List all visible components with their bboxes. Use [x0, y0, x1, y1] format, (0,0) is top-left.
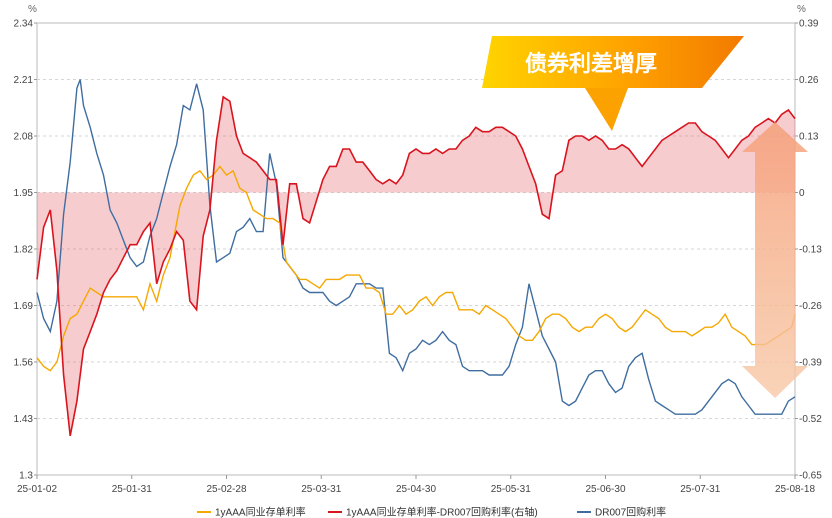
legend-label: DR007回购利率 — [595, 506, 666, 518]
right-tick-label: 0.26 — [799, 75, 819, 86]
left-tick-label: 1.56 — [14, 358, 34, 369]
series-line-1yaaa-cd — [36, 165, 796, 372]
x-tick-label: 25-03-31 — [301, 484, 341, 495]
left-tick-label: 2.34 — [14, 19, 34, 30]
left-tick-label: 1.82 — [14, 245, 34, 256]
right-tick-label: -0.13 — [799, 245, 822, 256]
left-tick-label: 1.95 — [14, 188, 34, 199]
x-tick-label: 25-05-31 — [491, 484, 531, 495]
plot-area — [36, 22, 796, 476]
right-tick-label: -0.65 — [799, 471, 822, 482]
series-line-dr007 — [36, 79, 796, 415]
x-tick-label: 25-04-30 — [396, 484, 436, 495]
double-arrow-icon — [742, 122, 808, 398]
annotation-banner: 债券利差增厚 — [482, 36, 744, 131]
right-tick-label: 0 — [799, 188, 805, 199]
left-tick-label: 1.43 — [14, 414, 34, 425]
left-tick-label: 1.69 — [14, 301, 34, 312]
right-tick-label: -0.26 — [799, 301, 822, 312]
x-tick-label: 25-01-02 — [17, 484, 57, 495]
right-tick-label: -0.52 — [799, 414, 822, 425]
banner-text: 债券利差增厚 — [525, 51, 657, 76]
x-axis: 25-01-02 25-01-31 25-02-28 25-03-31 25-04-30… — [17, 475, 815, 495]
right-tick-label: -0.39 — [799, 358, 822, 369]
series-line-spread — [36, 95, 796, 437]
x-tick-label: 25-06-30 — [585, 484, 625, 495]
left-tick-label: 1.3 — [19, 471, 33, 482]
left-tick-label: 2.21 — [14, 75, 34, 86]
legend-label: 1yAAA同业存单利率-DR007回购利率(右轴) — [346, 506, 538, 518]
banner-shape — [482, 36, 744, 88]
spread-fill-area — [37, 96, 795, 436]
legend: 1yAAA同业存单利率 1yAAA同业存单利率-DR007回购利率(右轴) DR00… — [197, 506, 666, 518]
legend-label: 1yAAA同业存单利率 — [215, 506, 306, 518]
x-tick-label: 25-01-31 — [112, 484, 152, 495]
left-axis-unit: % — [28, 4, 37, 15]
x-tick-label: 25-02-28 — [206, 484, 246, 495]
x-tick-label: 25-08-18 — [775, 484, 815, 495]
right-tick-label: 0.39 — [799, 19, 819, 30]
left-y-axis: % 1.3 1.43 1.56 1.69 1.82 1.95 2.08 2.21 2.34 — [14, 4, 37, 482]
right-tick-label: 0.13 — [799, 132, 819, 143]
banner-pointer — [585, 88, 628, 131]
left-tick-label: 2.08 — [14, 132, 34, 143]
right-axis-unit: % — [797, 4, 806, 15]
right-y-axis: % -0.65 -0.52 -0.39 -0.26 -0.13 0 0.13 0.26 0.39 — [795, 4, 822, 482]
x-tick-label: 25-07-31 — [680, 484, 720, 495]
